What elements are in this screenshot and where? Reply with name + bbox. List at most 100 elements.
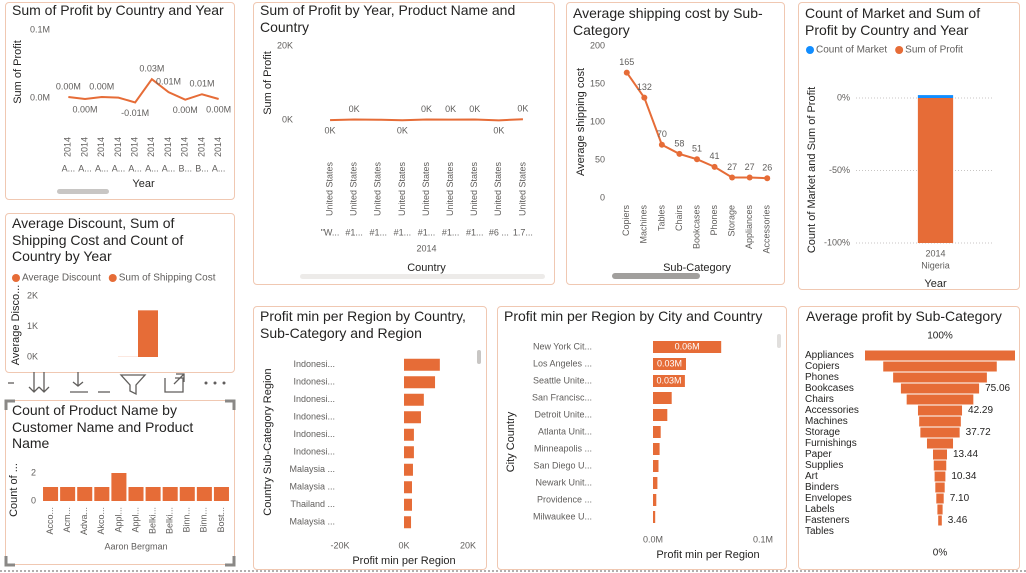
handle[interactable] (4, 556, 15, 567)
y-axis-title: Average shipping cost (575, 68, 587, 176)
toolbar-dot[interactable] (222, 381, 226, 385)
scrollbar[interactable] (777, 334, 781, 348)
y-axis-title: Count of Market and Sum of Profit (806, 87, 818, 253)
y-tick-label: 50 (595, 154, 605, 164)
bar (653, 409, 668, 421)
card[interactable] (497, 306, 787, 570)
x-tick-label: Acco... (45, 507, 55, 535)
scrollbar[interactable] (300, 274, 545, 279)
marker (623, 69, 630, 76)
category-label: Machines (805, 416, 848, 427)
toolbar-dot[interactable] (204, 381, 208, 385)
y-tick-label: Seattle Unite... (533, 375, 592, 385)
y-tick-label: Indonesi... (293, 447, 335, 457)
x-tick-label: Akco... (96, 507, 106, 535)
bar (653, 358, 686, 370)
funnel-bar (935, 482, 945, 493)
x-axis-title: Profit min per Region (656, 549, 759, 561)
data-label: 0K (469, 104, 480, 114)
bar (404, 516, 412, 529)
y-axis-title: Average Disco... (10, 285, 22, 366)
y-tick-label: 0.0M (30, 93, 50, 103)
x-tick-label: 2014 (130, 137, 140, 157)
marker (729, 174, 736, 181)
line (330, 118, 523, 122)
chart-title: Profit min per Region by Country, Sub-Ca… (260, 308, 466, 341)
x-axis-title: Year (132, 178, 155, 190)
bar (43, 487, 59, 501)
x-tick-label-2: #1... (418, 227, 436, 237)
handle[interactable] (225, 556, 236, 567)
y-tick-label: 0% (837, 92, 850, 102)
data-label: 0.03M (656, 375, 681, 385)
category-label: Envelopes (805, 493, 852, 504)
chart-title: Profit min per Region by City and Countr… (504, 308, 763, 324)
scrollbar[interactable] (57, 189, 109, 194)
bar (404, 411, 421, 424)
x-tick-label: United States (349, 162, 359, 217)
card[interactable] (253, 2, 555, 285)
toolbar-icon[interactable] (70, 372, 88, 393)
scrollbar[interactable] (612, 273, 700, 279)
toolbar-icon[interactable] (28, 372, 50, 393)
bar (60, 487, 76, 501)
funnel-bar (934, 471, 946, 482)
x-tick-label: Belki... (165, 507, 175, 534)
x-tick-label: United States (493, 162, 503, 217)
marker (711, 163, 718, 170)
y-tick-label: Malaysia ... (289, 517, 335, 527)
x-tick-label: Belki... (147, 507, 157, 534)
y-tick-label: -100% (824, 237, 850, 247)
card[interactable] (253, 306, 487, 570)
data-label: 0.00M (73, 104, 98, 114)
x-tick-label: 2014 (925, 248, 945, 258)
category-label: Paper (805, 449, 832, 460)
line (68, 77, 219, 104)
x-tick-label: 2014 (146, 137, 156, 157)
y-tick-label: Indonesi... (293, 429, 335, 439)
category-label: Fasteners (805, 515, 849, 526)
bar (404, 446, 414, 459)
more-options[interactable] (204, 381, 226, 385)
card[interactable] (5, 2, 235, 200)
x-tick-label: United States (469, 162, 479, 217)
data-label: 0.00M (89, 81, 114, 91)
bar (653, 460, 659, 472)
x-tick-label-2: A... (212, 163, 226, 173)
bar (77, 487, 93, 501)
handle[interactable] (225, 399, 236, 410)
chart-title: Average Discount, Sum of Shipping Cost a… (12, 215, 184, 264)
category-label: Storage (805, 427, 840, 438)
toolbar-icon[interactable] (119, 374, 147, 396)
y-tick-label: 0.1M (30, 24, 50, 34)
handle[interactable] (4, 399, 15, 410)
x-tick-label-2: #1... (442, 227, 460, 237)
y-tick-label: Los Angeles ... (533, 358, 592, 368)
scrollbar[interactable] (477, 350, 481, 364)
card[interactable] (566, 2, 785, 285)
marker (746, 174, 753, 181)
data-label: 70 (657, 129, 667, 139)
x-axis-title: Sub-Category (663, 262, 731, 274)
funnel-bar (920, 427, 960, 438)
y-tick-label: 1K (27, 321, 38, 331)
bar (917, 95, 954, 98)
card[interactable] (798, 306, 1020, 570)
bar (404, 358, 440, 371)
x-tick-label: 2014 (180, 137, 190, 157)
x-tick-label: Phones (709, 205, 719, 236)
toolbar-icon[interactable] (164, 373, 185, 393)
toolbar-dot[interactable] (213, 381, 217, 385)
card[interactable] (798, 2, 1020, 290)
card[interactable] (5, 213, 235, 373)
funnel-bar (917, 405, 963, 416)
marker (658, 141, 665, 148)
x-tick-label-2: A... (128, 163, 142, 173)
legend-marker (806, 46, 814, 54)
category-label: Furnishings (805, 438, 857, 449)
data-label: 41 (710, 151, 720, 161)
data-label: 37.72 (966, 427, 991, 438)
x-tick-label: 2014 (213, 137, 223, 157)
data-label: 58 (674, 138, 684, 148)
